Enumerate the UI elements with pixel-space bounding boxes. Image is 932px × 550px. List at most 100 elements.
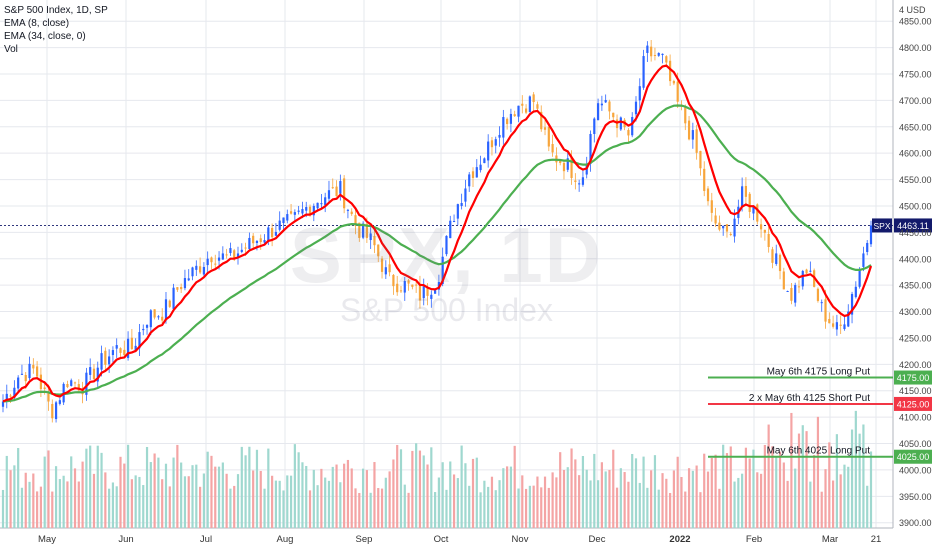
volume-bar (415, 443, 417, 528)
volume-bar (567, 467, 569, 528)
watermark-name: S&P 500 Index (0, 292, 893, 329)
candle-body (491, 140, 493, 147)
candle-body (112, 350, 114, 355)
volume-bar (275, 481, 277, 528)
volume-bar (612, 450, 614, 528)
candle-body (123, 350, 125, 355)
volume-bar (267, 449, 269, 528)
candle-body (36, 366, 38, 376)
volume-bar (112, 482, 114, 528)
legend-ema8[interactable]: EMA (8, close) (4, 17, 108, 30)
volume-bar (692, 471, 694, 528)
legend-vol[interactable]: Vol (4, 43, 108, 56)
volume-bar (464, 463, 466, 528)
level-tag-text: 4025.00 (897, 452, 930, 462)
x-tick-label: Nov (512, 534, 529, 545)
candle-body (593, 119, 595, 134)
volume-bar (434, 492, 436, 528)
y-tick-label: 4150.00 (899, 386, 932, 396)
volume-bar (699, 492, 701, 528)
volume-bar (252, 471, 254, 528)
volume-bar (635, 458, 637, 528)
candle-body (552, 144, 554, 152)
volume-bar (533, 486, 535, 528)
y-tick-label: 4700.00 (899, 96, 932, 106)
volume-bar (426, 464, 428, 528)
volume-bar (855, 411, 857, 528)
volume-bar (847, 467, 849, 528)
y-tick-label: 4450.00 (899, 228, 932, 238)
candle-body (661, 54, 663, 55)
candle-body (521, 104, 523, 106)
volume-bar (616, 488, 618, 528)
candle-body (677, 82, 679, 102)
candle-body (699, 151, 701, 168)
candle-body (533, 94, 535, 102)
volume-bar (44, 457, 46, 528)
candle-body (472, 171, 474, 178)
y-tick-label: 4350.00 (899, 281, 932, 291)
volume-bar (517, 489, 519, 528)
x-tick-label: 2022 (669, 534, 690, 545)
x-tick-label: 21 (871, 534, 882, 545)
volume-bar (305, 466, 307, 528)
y-tick-label: 4250.00 (899, 333, 932, 343)
volume-bar (411, 451, 413, 528)
volume-bar (13, 465, 15, 528)
volume-bar (661, 473, 663, 528)
volume-bar (218, 467, 220, 528)
volume-bar (229, 489, 231, 528)
volume-bar (93, 474, 95, 528)
volume-bar (597, 480, 599, 528)
volume-bar (74, 468, 76, 528)
volume-bar (646, 488, 648, 528)
volume-bar (639, 483, 641, 528)
candle-body (476, 167, 478, 177)
volume-bar (55, 466, 57, 528)
volume-bar (157, 458, 159, 528)
candle-body (650, 47, 652, 57)
candle-body (66, 384, 68, 387)
candle-body (578, 183, 580, 184)
volume-bar (620, 468, 622, 528)
volume-bar (514, 446, 516, 528)
volume-bar (574, 459, 576, 528)
volume-bar (172, 458, 174, 528)
volume-bar (404, 485, 406, 528)
volume-bar (654, 455, 656, 528)
candle-body (464, 188, 466, 201)
volume-bar (36, 491, 38, 528)
candle-body (70, 380, 72, 386)
legend-ema34[interactable]: EMA (34, close, 0) (4, 30, 108, 43)
volume-bar (813, 455, 815, 528)
candle-body (639, 86, 641, 100)
volume-bar (726, 453, 728, 528)
volume-bar (271, 476, 273, 528)
volume-bar (483, 481, 485, 528)
y-tick-label: 4650.00 (899, 122, 932, 132)
volume-bar (354, 488, 356, 528)
volume-bar (870, 451, 872, 528)
volume-bar (601, 462, 603, 528)
candle-body (544, 127, 546, 129)
legend-title[interactable]: S&P 500 Index, 1D, SP (4, 4, 108, 17)
candle-body (574, 180, 576, 182)
volume-bar (358, 493, 360, 528)
volume-bar (169, 486, 171, 528)
volume-bar (199, 487, 201, 528)
volume-bar (370, 493, 372, 528)
volume-bar (343, 464, 345, 528)
volume-bar (544, 477, 546, 528)
volume-bar (642, 457, 644, 528)
volume-bar (40, 487, 42, 528)
candle-body (582, 177, 584, 185)
volume-bar (2, 490, 4, 528)
candle-body (339, 181, 341, 194)
volume-bar (453, 474, 455, 528)
candle-body (487, 142, 489, 161)
volume-bar (586, 470, 588, 528)
volume-bar (832, 480, 834, 528)
volume-bar (824, 469, 826, 528)
volume-bar (696, 466, 698, 528)
x-tick-label: Jul (200, 534, 212, 545)
